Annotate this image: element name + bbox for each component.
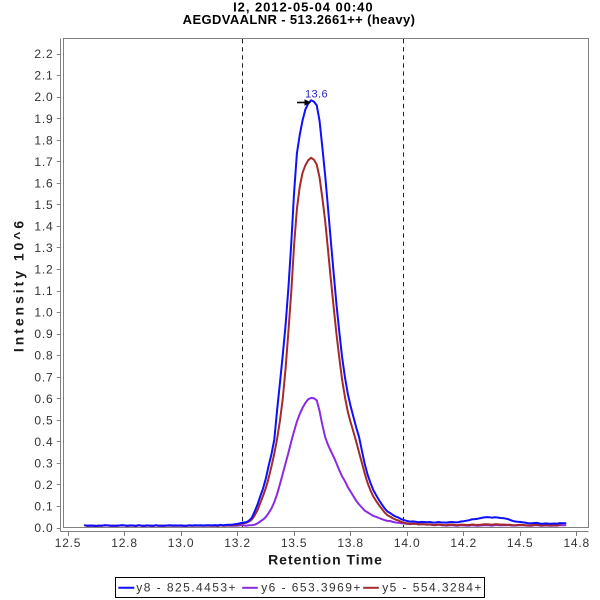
svg-text:13.5: 13.5 bbox=[281, 536, 308, 550]
svg-text:y6 - 653.3969+: y6 - 653.3969+ bbox=[261, 580, 362, 594]
svg-text:12.5: 12.5 bbox=[55, 536, 82, 550]
svg-text:0.5: 0.5 bbox=[34, 413, 53, 427]
svg-text:I2, 2012-05-04 00:40: I2, 2012-05-04 00:40 bbox=[233, 0, 373, 15]
svg-text:1.2: 1.2 bbox=[34, 263, 53, 277]
svg-text:1.5: 1.5 bbox=[34, 198, 53, 212]
svg-text:y8 - 825.4453+: y8 - 825.4453+ bbox=[136, 580, 237, 594]
svg-text:1.9: 1.9 bbox=[34, 112, 53, 126]
svg-text:1.3: 1.3 bbox=[34, 241, 53, 255]
svg-text:1.8: 1.8 bbox=[34, 133, 53, 147]
svg-text:14.2: 14.2 bbox=[450, 536, 477, 550]
svg-text:0.2: 0.2 bbox=[34, 478, 53, 492]
svg-text:1.1: 1.1 bbox=[34, 284, 53, 298]
svg-text:0.8: 0.8 bbox=[34, 349, 53, 363]
svg-text:2.2: 2.2 bbox=[34, 47, 53, 61]
svg-text:0.7: 0.7 bbox=[34, 370, 53, 384]
svg-text:0.1: 0.1 bbox=[34, 500, 53, 514]
svg-text:2.1: 2.1 bbox=[34, 69, 53, 83]
svg-text:12.8: 12.8 bbox=[111, 536, 138, 550]
svg-text:13.2: 13.2 bbox=[224, 536, 251, 550]
svg-text:Retention Time: Retention Time bbox=[268, 552, 383, 568]
svg-text:0.0: 0.0 bbox=[34, 521, 53, 535]
svg-text:1.4: 1.4 bbox=[34, 219, 53, 233]
svg-text:y5 - 554.3284+: y5 - 554.3284+ bbox=[382, 580, 483, 594]
svg-text:0.3: 0.3 bbox=[34, 456, 53, 470]
svg-text:13.6: 13.6 bbox=[305, 89, 328, 101]
svg-text:0.4: 0.4 bbox=[34, 435, 53, 449]
svg-text:1.6: 1.6 bbox=[34, 176, 53, 190]
svg-text:2.0: 2.0 bbox=[34, 90, 53, 104]
svg-text:13.0: 13.0 bbox=[168, 536, 195, 550]
svg-text:14.0: 14.0 bbox=[394, 536, 421, 550]
svg-text:13.8: 13.8 bbox=[337, 536, 364, 550]
svg-text:AEGDVAALNR - 513.2661++ (heavy: AEGDVAALNR - 513.2661++ (heavy) bbox=[183, 12, 416, 27]
svg-text:Intensity 10^6: Intensity 10^6 bbox=[11, 218, 27, 352]
svg-text:0.6: 0.6 bbox=[34, 392, 53, 406]
svg-text:0.9: 0.9 bbox=[34, 327, 53, 341]
svg-text:1.0: 1.0 bbox=[34, 306, 53, 320]
svg-text:14.5: 14.5 bbox=[507, 536, 534, 550]
svg-text:14.8: 14.8 bbox=[563, 536, 590, 550]
svg-text:1.7: 1.7 bbox=[34, 155, 53, 169]
